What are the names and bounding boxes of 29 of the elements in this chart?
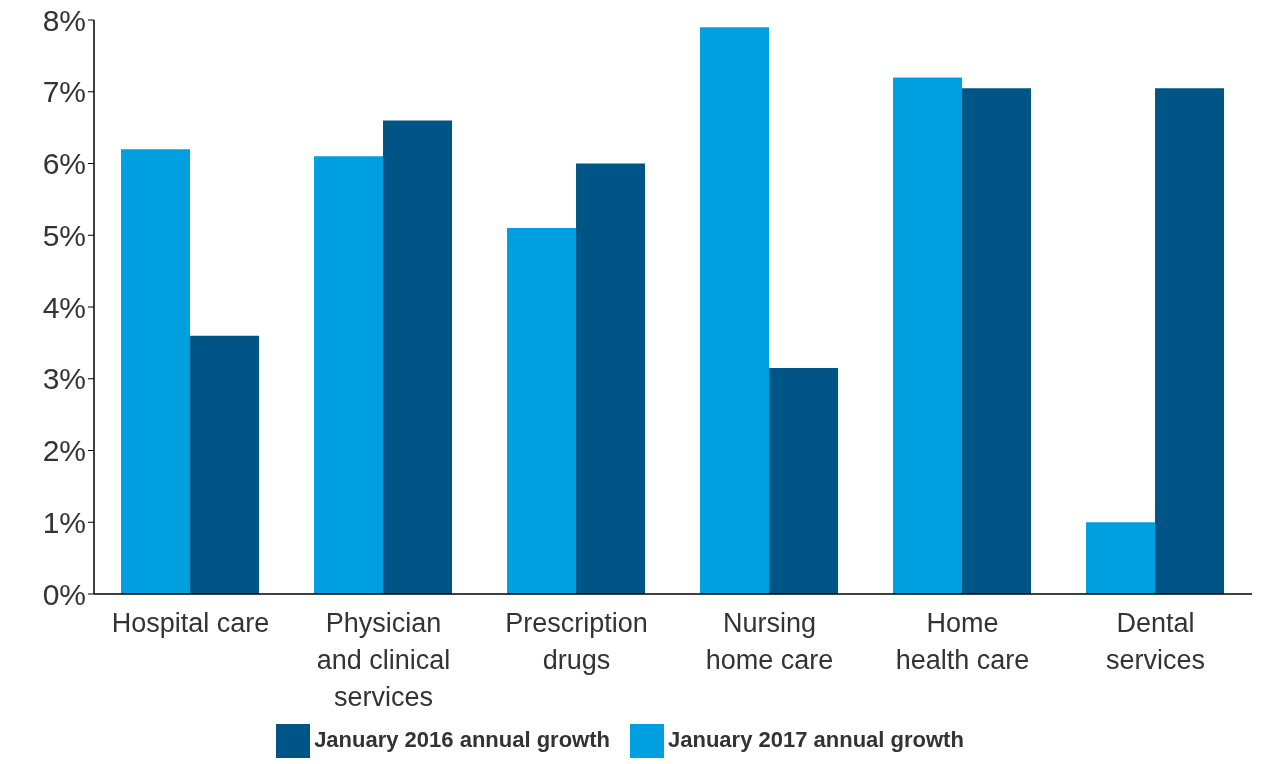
bar [893, 77, 963, 594]
x-tick-label: Home health care [895, 608, 1030, 675]
x-tick-label: Prescription drugs [505, 608, 648, 675]
bar [507, 228, 577, 594]
bar [121, 149, 191, 594]
y-tick-label: 1% [42, 505, 86, 539]
bar [1155, 88, 1225, 594]
legend-label: January 2017 annual growth [668, 726, 964, 752]
bar [700, 27, 770, 594]
bar [1086, 522, 1156, 594]
x-tick-label: Physician and clinical services [316, 608, 451, 712]
bar [383, 120, 453, 594]
y-tick-label: 8% [42, 3, 86, 37]
y-tick-label: 2% [42, 434, 86, 468]
bar [190, 335, 260, 594]
y-tick-label: 7% [42, 75, 86, 109]
x-tick-label: Dental services [1105, 608, 1206, 675]
y-tick-label: 6% [42, 147, 86, 181]
bar [962, 88, 1032, 594]
y-tick-label: 5% [42, 218, 86, 252]
bar [314, 156, 384, 594]
bar [769, 367, 839, 594]
x-tick-label: Nursing home care [705, 608, 834, 675]
y-tick-label: 0% [42, 577, 86, 611]
y-tick-label: 3% [42, 362, 86, 396]
legend-label: January 2016 annual growth [314, 726, 610, 752]
x-tick-label: Hospital care [111, 608, 270, 638]
bar [576, 163, 646, 594]
y-tick-label: 4% [42, 290, 86, 324]
